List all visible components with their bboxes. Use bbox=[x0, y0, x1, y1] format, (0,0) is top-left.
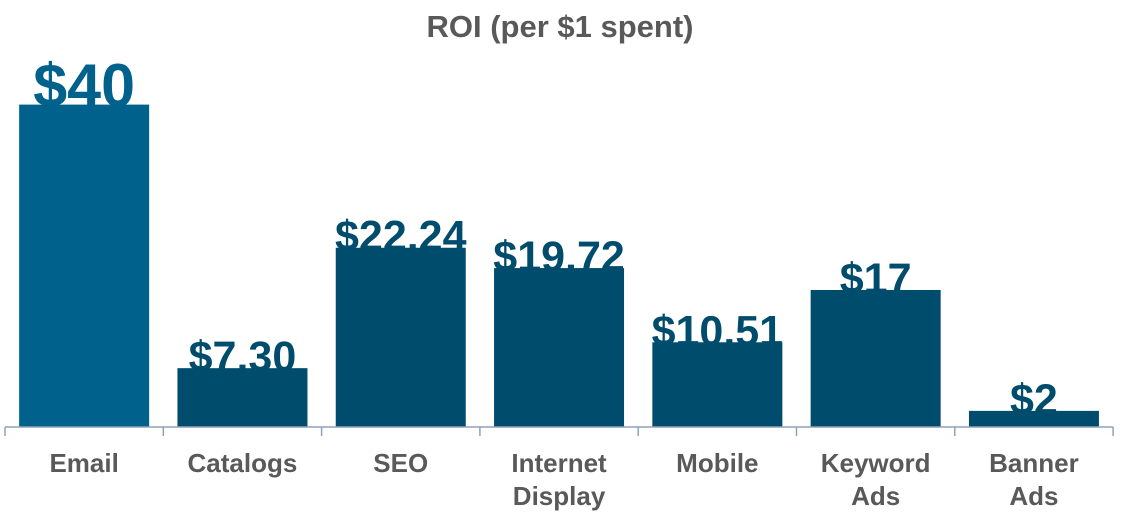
bar-2 bbox=[335, 247, 466, 427]
value-label-5: $17 bbox=[840, 255, 912, 303]
category-label-6: Banner bbox=[989, 448, 1079, 478]
category-label-0: Email bbox=[49, 448, 118, 478]
category-label-2: SEO bbox=[373, 448, 428, 478]
value-label-2: $22.24 bbox=[335, 213, 467, 261]
category-label-1: Catalogs bbox=[188, 448, 298, 478]
value-label-3: $19.72 bbox=[493, 233, 625, 281]
category-label-5: Ads bbox=[851, 481, 900, 511]
chart-title: ROI (per $1 spent) bbox=[427, 9, 694, 44]
value-label-6: $2 bbox=[1010, 376, 1058, 424]
category-label-3: Internet bbox=[511, 448, 607, 478]
bar-4 bbox=[652, 342, 783, 427]
bar-3 bbox=[494, 268, 625, 427]
bar-6 bbox=[968, 410, 1099, 427]
value-label-1: $7.30 bbox=[189, 333, 297, 381]
value-label-4: $10.51 bbox=[652, 307, 784, 355]
bars: $40 $7.30 $22.24 $19.72 $10.51 $17 $2 bbox=[19, 52, 1099, 427]
category-label-3: Display bbox=[513, 481, 606, 511]
bar-1 bbox=[177, 368, 308, 427]
bar-5 bbox=[810, 289, 941, 427]
bar-0 bbox=[19, 104, 150, 427]
category-label-5: Keyword bbox=[821, 448, 931, 478]
category-label-4: Mobile bbox=[676, 448, 758, 478]
value-label-0: $40 bbox=[33, 52, 135, 120]
category-label-6: Ads bbox=[1009, 481, 1058, 511]
